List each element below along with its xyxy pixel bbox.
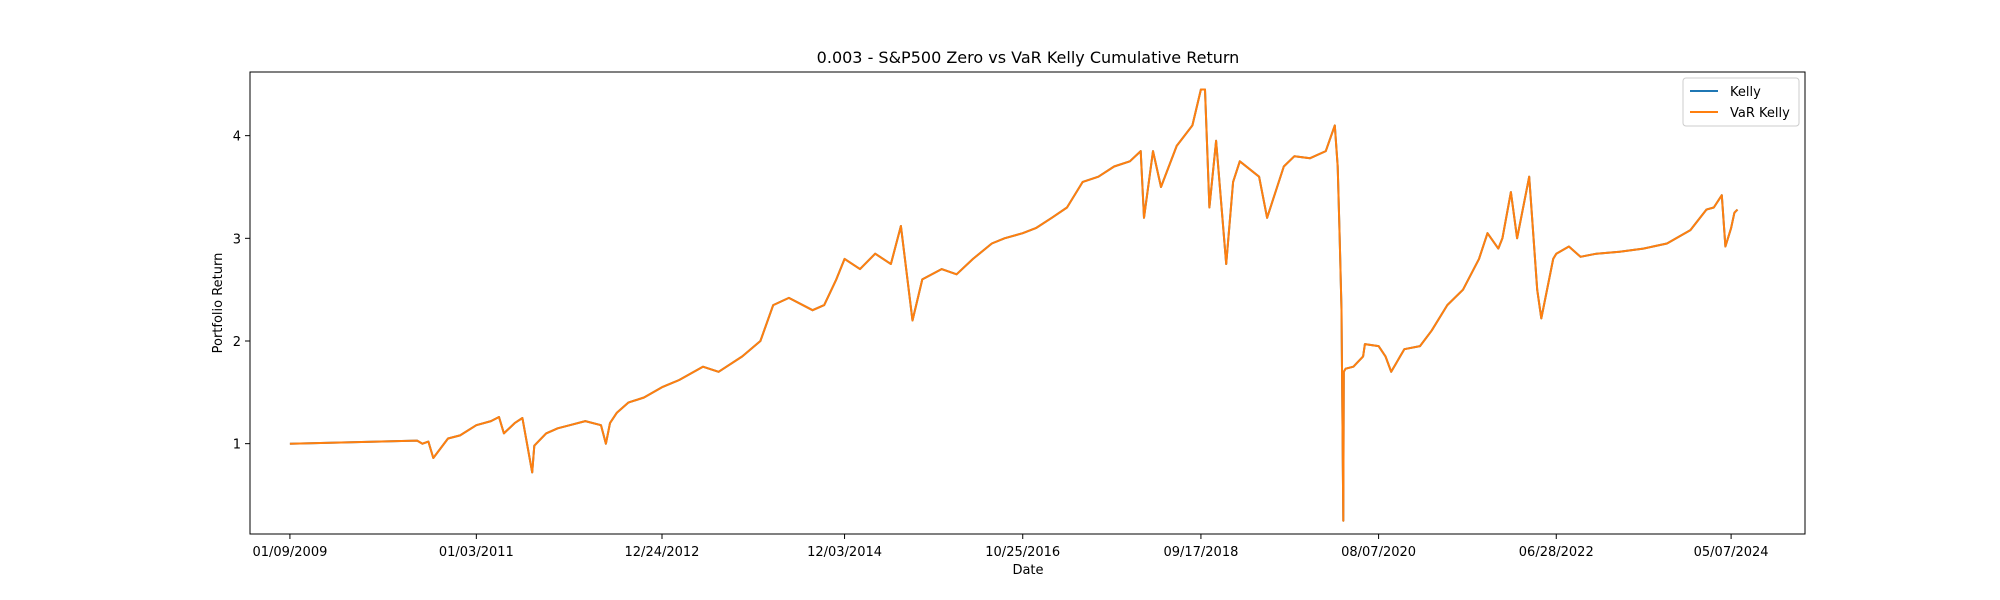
x-axis: 01/09/2009 01/03/2011 12/24/2012 12/03/2014…	[252, 534, 1769, 560]
y-tick-label: 2	[233, 335, 241, 350]
x-tick-label: 01/03/2011	[439, 545, 514, 560]
plot-area	[249, 71, 1806, 535]
x-tick-label: 09/17/2018	[1163, 545, 1238, 560]
x-tick-label: 06/28/2022	[1519, 545, 1594, 560]
y-tick-label: 3	[233, 232, 241, 247]
y-tick-label: 4	[233, 130, 241, 145]
chart-title: 0.003 - S&P500 Zero vs VaR Kelly Cumulat…	[817, 48, 1240, 67]
series-line-var-kelly	[289, 88, 1739, 522]
y-axis-label: Portfolio Return	[211, 253, 226, 354]
legend: Kelly VaR Kelly	[1682, 77, 1800, 127]
legend-kelly-label: Kelly	[1730, 85, 1761, 100]
x-tick-label: 10/25/2016	[985, 545, 1060, 560]
series-line-kelly	[289, 88, 1739, 522]
x-tick-label: 12/24/2012	[625, 545, 700, 560]
y-axis: 1 2 3 4	[233, 130, 250, 453]
series-layer	[289, 88, 1739, 522]
x-axis-label: Date	[1012, 563, 1043, 578]
legend-var-kelly-label: VaR Kelly	[1730, 106, 1790, 121]
x-tick-label: 01/09/2009	[252, 545, 327, 560]
y-tick-label: 1	[233, 438, 241, 453]
x-tick-label: 12/03/2014	[807, 545, 882, 560]
x-tick-label: 08/07/2020	[1341, 545, 1416, 560]
x-tick-label: 05/07/2024	[1694, 545, 1769, 560]
